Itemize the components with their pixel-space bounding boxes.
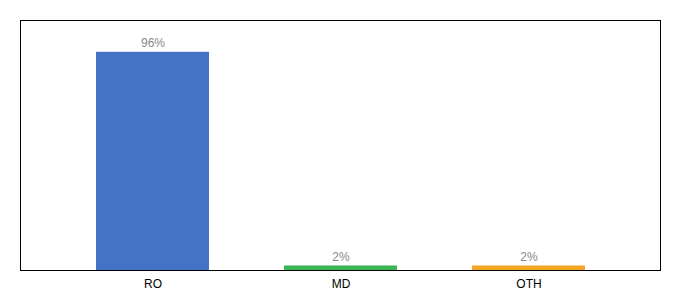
svg-text:RO: RO: [144, 277, 162, 291]
svg-text:2%: 2%: [332, 250, 350, 264]
svg-text:96%: 96%: [141, 36, 165, 50]
svg-text:2%: 2%: [520, 250, 538, 264]
svg-text:OTH: OTH: [516, 277, 541, 291]
svg-text:MD: MD: [332, 277, 351, 291]
